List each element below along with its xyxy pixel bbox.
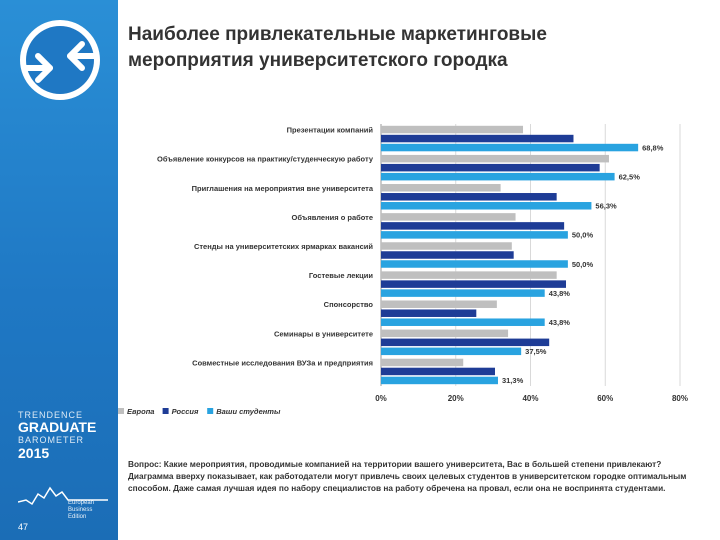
data-label: 56,3% (595, 202, 617, 211)
note-question: Вопрос: Какие мероприятия, проводимые ко… (128, 459, 662, 469)
bar-europe (381, 125, 524, 134)
bar-russia (381, 134, 574, 143)
data-label: 31,3% (502, 376, 524, 385)
x-tick-label: 20% (448, 394, 464, 403)
bar-europe (381, 329, 509, 338)
x-tick-label: 40% (522, 394, 538, 403)
category-label: Объявление конкурсов на практику/студенч… (157, 155, 374, 164)
category-label: Презентации компаний (287, 126, 374, 135)
brand-sub2: Business (68, 507, 93, 513)
bar-europe (381, 300, 497, 308)
bar-europe (381, 154, 609, 163)
bar-russia (381, 309, 477, 317)
note-description: Диаграмма вверху показывает, как работод… (128, 471, 687, 493)
bar-students (381, 202, 592, 210)
data-label: 43,8% (549, 289, 571, 298)
bar-students (381, 376, 498, 385)
bar-students (381, 231, 568, 239)
bar-russia (381, 280, 567, 288)
bar-students (381, 143, 639, 152)
bar-russia (381, 251, 514, 259)
bar-students (381, 172, 615, 181)
bar-europe (381, 213, 516, 221)
brand-sub1: European (68, 500, 95, 506)
brand-line1: TRENDENCE (18, 410, 84, 420)
bar-students (381, 318, 545, 326)
category-label: Объявления о работе (292, 213, 373, 222)
brand-sub3: Edition (68, 514, 87, 520)
bar-russia (381, 222, 565, 230)
x-tick-label: 60% (597, 394, 613, 403)
brand-sub: European Business Edition (68, 500, 94, 521)
title-line1: Наиболее привлекательные маркетинговые (128, 24, 547, 45)
data-label: 50,0% (572, 231, 594, 240)
bar-students (381, 260, 568, 268)
data-label: 62,5% (619, 172, 641, 181)
bar-europe (381, 358, 464, 367)
arrows-logo-icon (21, 41, 99, 83)
brand-year: 2015 (18, 445, 50, 461)
category-label: Гостевые лекции (309, 271, 373, 280)
category-label: Стенды на университетских ярмарках вакан… (194, 242, 373, 251)
category-label: Приглашения на мероприятия вне университ… (192, 184, 374, 193)
brand-line3: BAROMETER (18, 435, 85, 445)
category-label: Спонсорство (324, 300, 374, 309)
category-label: Совместные исследования ВУЗа и предприят… (192, 358, 373, 367)
x-tick-label: 80% (672, 394, 688, 403)
barometer-line-icon (18, 486, 108, 506)
legend-label: Ваши студенты (216, 407, 281, 416)
bar-europe (381, 242, 512, 250)
brand-line2: GRADUATE (18, 419, 97, 435)
bar-russia (381, 338, 550, 347)
legend-swatch-students (207, 408, 214, 414)
data-label: 37,5% (525, 347, 547, 356)
bar-russia (381, 367, 495, 376)
bar-students (381, 347, 522, 356)
data-label: 68,8% (642, 143, 664, 152)
page-title: Наиболее привлекательные маркетинговые м… (128, 22, 698, 74)
legend-swatch-europe (118, 408, 124, 414)
brand-block: TRENDENCE GRADUATE BAROMETER 2015 Europe… (18, 410, 108, 520)
legend-swatch-russia (162, 408, 169, 414)
title-line2: мероприятия университетского городка (128, 50, 508, 71)
x-tick-label: 0% (375, 394, 387, 403)
bar-russia (381, 163, 600, 172)
bar-europe (381, 184, 501, 192)
category-label: Семинары в университете (274, 329, 373, 338)
data-label: 50,0% (572, 260, 594, 269)
bar-europe (381, 271, 557, 279)
data-label: 43,8% (549, 318, 571, 327)
legend-label: Россия (172, 407, 199, 416)
legend-label: Европа (127, 407, 154, 416)
note-block: Вопрос: Какие мероприятия, проводимые ко… (128, 458, 688, 494)
page-number: 47 (18, 522, 29, 532)
bar-students (381, 289, 545, 297)
sidebar-band: TRENDENCE GRADUATE BAROMETER 2015 Europe… (0, 0, 118, 540)
bar-russia (381, 193, 557, 201)
